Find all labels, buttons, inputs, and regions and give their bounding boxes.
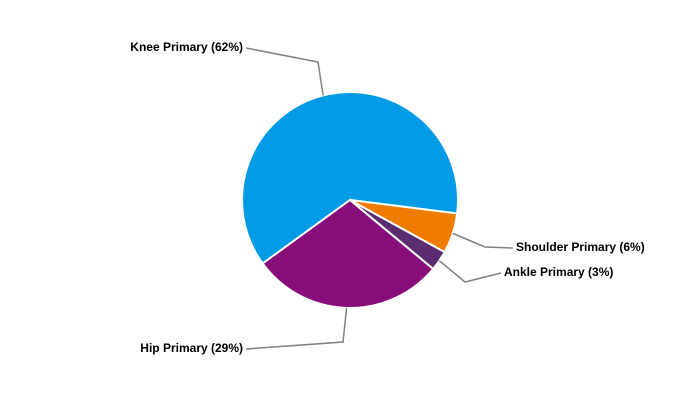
leader-line [452, 232, 514, 249]
leader-line [438, 260, 502, 283]
leader-line [245, 307, 348, 350]
pie-slice [261, 198, 435, 309]
slice-label: Shoulder Primary (6%) [516, 240, 645, 254]
pie-slice [349, 199, 459, 254]
slice-label: Ankle Primary (3%) [504, 265, 613, 279]
pie-slice [241, 91, 459, 265]
leader-line [245, 47, 324, 96]
slice-label: Hip Primary (29%) [140, 341, 243, 355]
slice-label: Knee Primary (62%) [130, 40, 243, 54]
